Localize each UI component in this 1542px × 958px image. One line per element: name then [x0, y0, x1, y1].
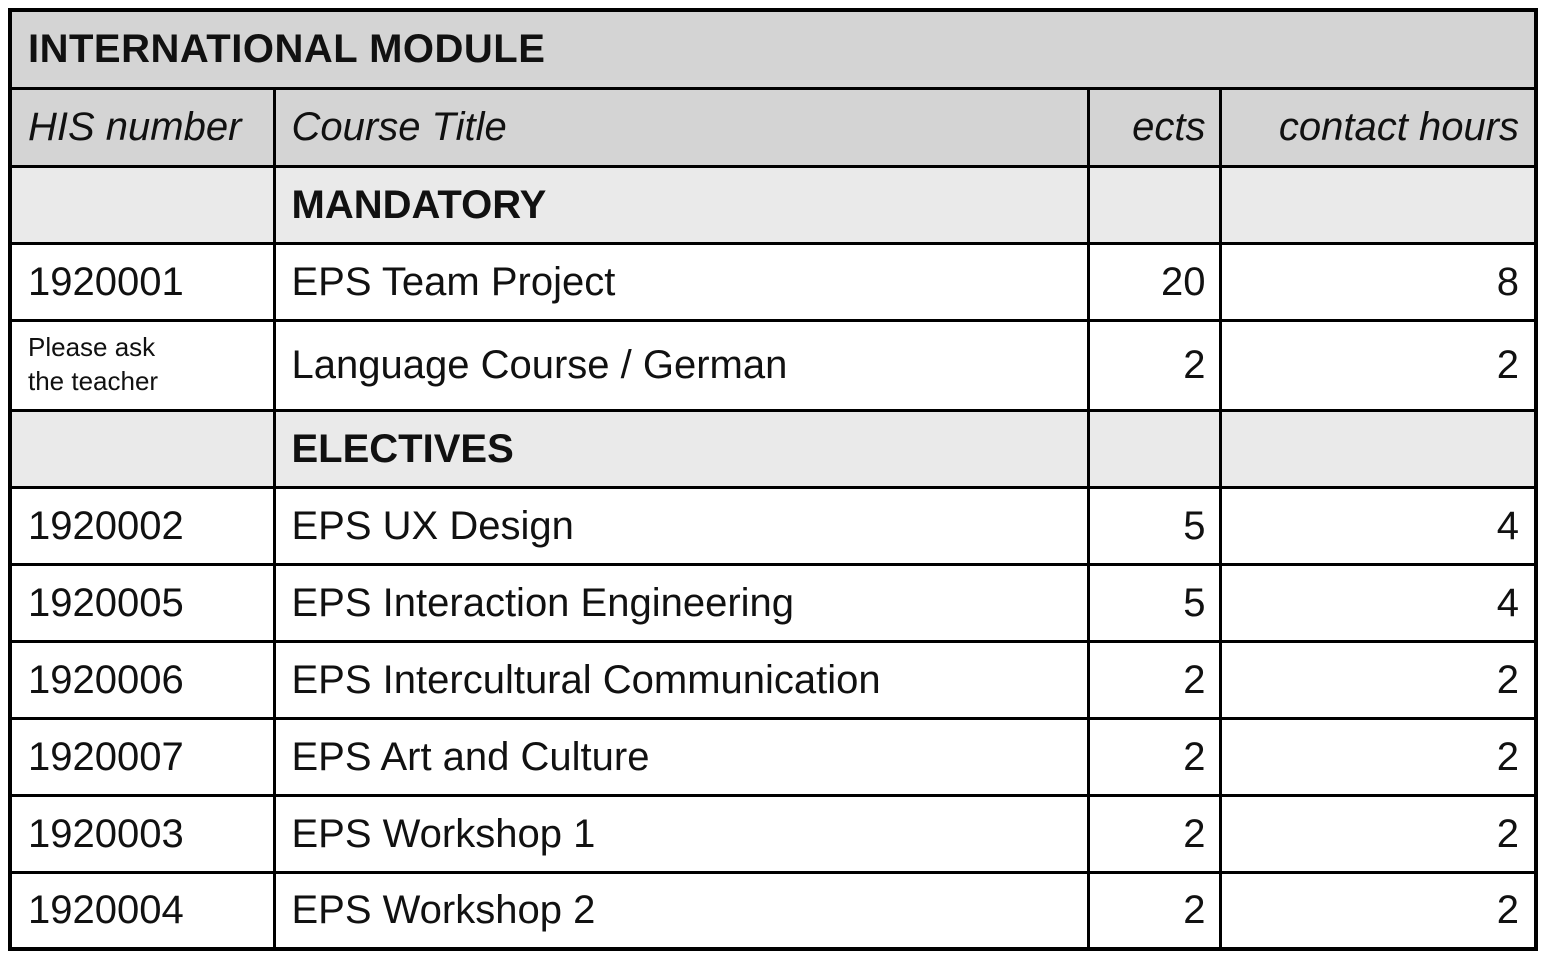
course-title-cell: EPS UX Design [272, 485, 1090, 566]
his-number-cell: 1920001 [8, 241, 276, 322]
his-number-cell: 1920002 [8, 485, 276, 566]
section-empty-ects-cell [1086, 164, 1222, 245]
course-title-cell: EPS Intercultural Communication [272, 639, 1090, 720]
course-row: 1920006 EPS Intercultural Communication 2 2 [8, 639, 1538, 720]
column-header-contact-hours: contact hours [1218, 86, 1538, 168]
his-note: Please ask the teacher [28, 332, 159, 396]
course-row: 1920005 EPS Interaction Engineering 5 4 [8, 562, 1538, 643]
column-header-row: HIS number Course Title ects contact hou… [8, 86, 1538, 168]
course-title-cell: EPS Workshop 2 [272, 870, 1090, 951]
section-empty-hours-cell [1218, 408, 1538, 489]
contact-hours-cell: 2 [1218, 318, 1538, 412]
contact-hours-cell: 8 [1218, 241, 1538, 322]
ects-cell: 2 [1086, 639, 1222, 720]
contact-hours-cell: 2 [1218, 639, 1538, 720]
column-header-course-title: Course Title [272, 86, 1090, 168]
table-title: INTERNATIONAL MODULE [8, 8, 1538, 90]
column-header-ects: ects [1086, 86, 1222, 168]
ects-cell: 5 [1086, 485, 1222, 566]
section-empty-his-cell [8, 408, 276, 489]
course-title-cell: EPS Workshop 1 [272, 793, 1090, 874]
contact-hours-cell: 2 [1218, 793, 1538, 874]
section-row-mandatory: MANDATORY [8, 164, 1538, 245]
his-number-cell: Please ask the teacher [8, 318, 276, 412]
ects-cell: 2 [1086, 716, 1222, 797]
section-empty-ects-cell [1086, 408, 1222, 489]
course-title-cell: Language Course / German [272, 318, 1090, 412]
table-title-row: INTERNATIONAL MODULE [8, 8, 1538, 90]
ects-cell: 2 [1086, 318, 1222, 412]
course-row: 1920007 EPS Art and Culture 2 2 [8, 716, 1538, 797]
ects-cell: 2 [1086, 793, 1222, 874]
course-table: INTERNATIONAL MODULE HIS number Course T… [8, 8, 1539, 951]
course-title-cell: EPS Interaction Engineering [272, 562, 1090, 643]
ects-cell: 5 [1086, 562, 1222, 643]
contact-hours-cell: 4 [1218, 562, 1538, 643]
course-row: Please ask the teacher Language Course / … [8, 318, 1538, 412]
section-label: ELECTIVES [272, 408, 1090, 489]
section-empty-his-cell [8, 164, 276, 245]
section-row-electives: ELECTIVES [8, 408, 1538, 489]
course-title-cell: EPS Art and Culture [272, 716, 1090, 797]
his-number-cell: 1920003 [8, 793, 276, 874]
his-number-cell: 1920007 [8, 716, 276, 797]
course-row: 1920002 EPS UX Design 5 4 [8, 485, 1538, 566]
column-header-his-number: HIS number [8, 86, 276, 168]
ects-cell: 2 [1086, 870, 1222, 951]
course-table-body: INTERNATIONAL MODULE HIS number Course T… [8, 8, 1538, 951]
course-title-cell: EPS Team Project [272, 241, 1090, 322]
his-number-cell: 1920004 [8, 870, 276, 951]
section-empty-hours-cell [1218, 164, 1538, 245]
section-label: MANDATORY [272, 164, 1090, 245]
his-number-cell: 1920006 [8, 639, 276, 720]
course-row: 1920001 EPS Team Project 20 8 [8, 241, 1538, 322]
contact-hours-cell: 2 [1218, 870, 1538, 951]
contact-hours-cell: 2 [1218, 716, 1538, 797]
his-number-cell: 1920005 [8, 562, 276, 643]
ects-cell: 20 [1086, 241, 1222, 322]
contact-hours-cell: 4 [1218, 485, 1538, 566]
